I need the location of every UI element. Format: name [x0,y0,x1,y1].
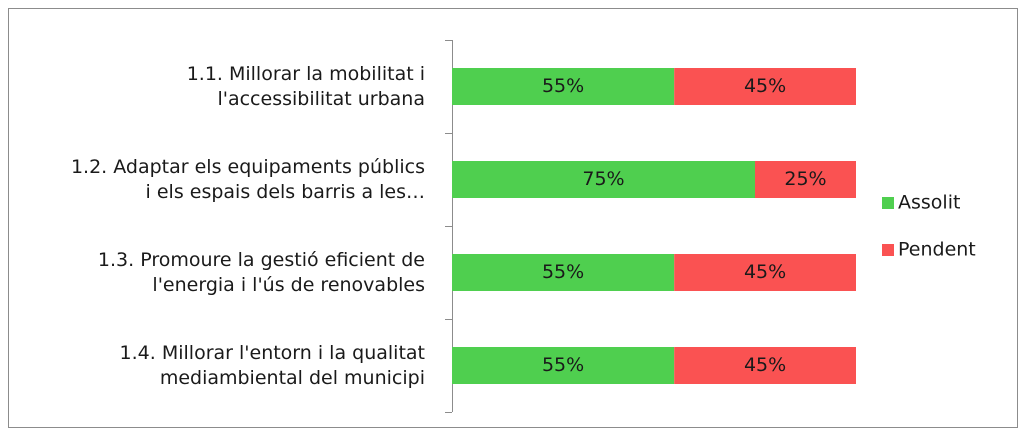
bar-segment [674,254,856,291]
bar-segment [674,68,856,105]
category-label: 1.4. Millorar l'entorn i la qualitat [120,342,425,364]
data-label: 45% [744,75,786,97]
data-label: 25% [784,168,826,190]
category-label: 1.1. Millorar la mobilitat i [187,63,425,85]
data-label: 45% [744,261,786,283]
bar-segment [452,347,675,384]
bar-segment [452,68,675,105]
category-label: l'energia i l'ús de renovables [152,274,425,296]
legend-label: Assolit [898,192,960,214]
bar-segment [674,347,856,384]
bar-segment [452,161,755,198]
data-label: 45% [744,354,786,376]
category-label: i els espais dels barris a les… [146,181,425,203]
data-label: 55% [542,261,584,283]
legend-swatch [882,197,894,209]
data-label: 75% [582,168,624,190]
category-label: 1.3. Promoure la gestió eficient de [98,249,425,271]
legend-swatch [882,244,894,256]
bar-segment [452,254,675,291]
bar-segment [755,161,856,198]
category-label: 1.2. Adaptar els equipaments públics [71,156,425,178]
data-label: 55% [542,354,584,376]
legend-label: Pendent [898,239,976,261]
data-label: 55% [542,75,584,97]
category-label: mediambiental del municipi [160,367,425,389]
category-label: l'accessibilitat urbana [217,88,425,110]
